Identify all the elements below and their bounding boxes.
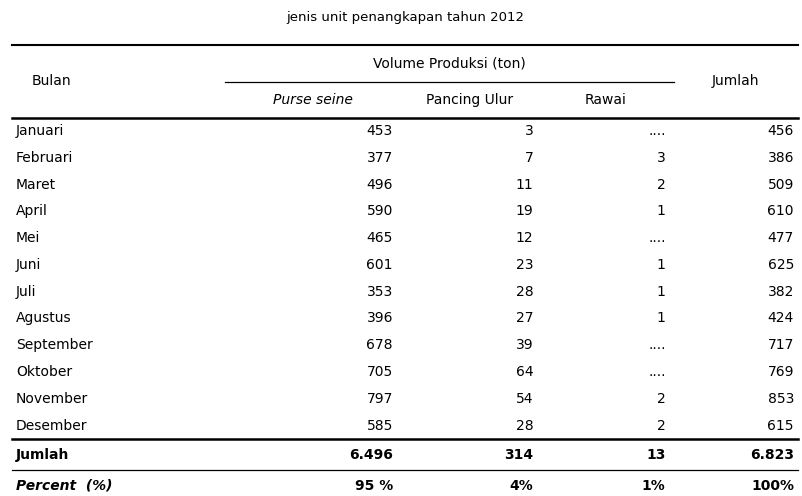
Text: 625: 625	[768, 258, 794, 272]
Text: Jumlah: Jumlah	[712, 74, 759, 88]
Text: 23: 23	[516, 258, 533, 272]
Text: 601: 601	[367, 258, 393, 272]
Text: 1: 1	[657, 311, 666, 325]
Text: 377: 377	[367, 151, 393, 165]
Text: 2: 2	[657, 178, 666, 191]
Text: Mei: Mei	[16, 231, 40, 245]
Text: ....: ....	[648, 338, 666, 352]
Text: Bulan: Bulan	[32, 74, 71, 88]
Text: 465: 465	[367, 231, 393, 245]
Text: Maret: Maret	[16, 178, 56, 191]
Text: 615: 615	[768, 419, 794, 433]
Text: Juni: Juni	[16, 258, 42, 272]
Text: 1%: 1%	[642, 479, 666, 493]
Text: 3: 3	[657, 151, 666, 165]
Text: Oktober: Oktober	[16, 365, 72, 379]
Text: 64: 64	[516, 365, 533, 379]
Text: ....: ....	[648, 231, 666, 245]
Text: 95 %: 95 %	[354, 479, 393, 493]
Text: Juli: Juli	[16, 285, 37, 299]
Text: 717: 717	[768, 338, 794, 352]
Text: 11: 11	[516, 178, 533, 191]
Text: 424: 424	[768, 311, 794, 325]
Text: 54: 54	[516, 392, 533, 406]
Text: 2: 2	[657, 419, 666, 433]
Text: 4%: 4%	[509, 479, 533, 493]
Text: 797: 797	[367, 392, 393, 406]
Text: 509: 509	[768, 178, 794, 191]
Text: 12: 12	[516, 231, 533, 245]
Text: jenis unit penangkapan tahun 2012: jenis unit penangkapan tahun 2012	[286, 11, 524, 24]
Text: 1: 1	[657, 204, 666, 218]
Text: September: September	[16, 338, 93, 352]
Text: 6.496: 6.496	[349, 447, 393, 462]
Text: Purse seine: Purse seine	[273, 93, 353, 107]
Text: Volume Produksi (ton): Volume Produksi (ton)	[373, 56, 525, 70]
Text: 453: 453	[367, 124, 393, 138]
Text: Percent  (%): Percent (%)	[16, 479, 112, 493]
Text: 477: 477	[768, 231, 794, 245]
Text: 386: 386	[768, 151, 794, 165]
Text: Pancing Ulur: Pancing Ulur	[426, 93, 512, 107]
Text: 496: 496	[367, 178, 393, 191]
Text: 314: 314	[504, 447, 533, 462]
Text: Februari: Februari	[16, 151, 74, 165]
Text: 396: 396	[367, 311, 393, 325]
Text: 1: 1	[657, 258, 666, 272]
Text: 853: 853	[768, 392, 794, 406]
Text: 353: 353	[367, 285, 393, 299]
Text: Januari: Januari	[16, 124, 64, 138]
Text: 28: 28	[516, 419, 533, 433]
Text: 19: 19	[516, 204, 533, 218]
Text: 705: 705	[367, 365, 393, 379]
Text: 100%: 100%	[751, 479, 794, 493]
Text: 27: 27	[516, 311, 533, 325]
Text: 1: 1	[657, 285, 666, 299]
Text: 610: 610	[768, 204, 794, 218]
Text: ....: ....	[648, 365, 666, 379]
Text: 456: 456	[768, 124, 794, 138]
Text: April: April	[16, 204, 48, 218]
Text: 39: 39	[516, 338, 533, 352]
Text: 590: 590	[367, 204, 393, 218]
Text: 7: 7	[525, 151, 533, 165]
Text: Jumlah: Jumlah	[16, 447, 70, 462]
Text: 13: 13	[646, 447, 666, 462]
Text: Agustus: Agustus	[16, 311, 71, 325]
Text: 678: 678	[367, 338, 393, 352]
Text: 6.823: 6.823	[750, 447, 794, 462]
Text: 769: 769	[768, 365, 794, 379]
Text: 585: 585	[367, 419, 393, 433]
Text: Rawai: Rawai	[585, 93, 626, 107]
Text: Desember: Desember	[16, 419, 87, 433]
Text: 382: 382	[768, 285, 794, 299]
Text: 3: 3	[525, 124, 533, 138]
Text: November: November	[16, 392, 88, 406]
Text: 2: 2	[657, 392, 666, 406]
Text: 28: 28	[516, 285, 533, 299]
Text: ....: ....	[648, 124, 666, 138]
